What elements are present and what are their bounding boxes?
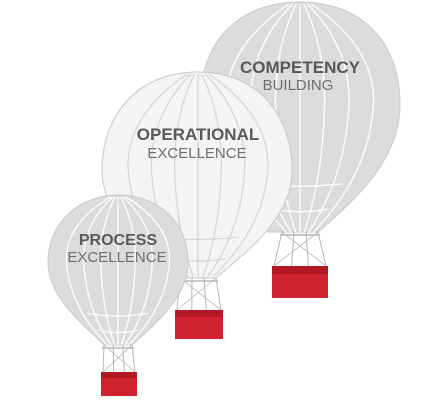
rope-line (122, 344, 125, 373)
rope-line (273, 231, 283, 267)
basket-operational (175, 310, 223, 339)
gore-line (100, 196, 116, 346)
basket-body-operational (175, 317, 223, 339)
rope-line (281, 231, 327, 267)
gore-line (125, 196, 171, 346)
balloon-title-competency: COMPETENCY (240, 58, 361, 77)
seam-line (87, 312, 149, 317)
balloon-process-excellence: PROCESS EXCELLENCE (47, 194, 189, 396)
rope-line (131, 344, 136, 373)
balloon-subtitle-competency: BUILDING (263, 77, 334, 94)
rope-line (103, 344, 136, 373)
rope-line (102, 344, 133, 373)
basket-top-operational (175, 310, 223, 319)
balloon-ropes-process (102, 344, 136, 373)
balloon-title-operational: OPERATIONAL (137, 125, 259, 144)
gore-line (310, 3, 375, 233)
basket-body-competency (272, 274, 328, 298)
gore-line (65, 196, 111, 346)
gore-line (204, 73, 246, 279)
rope-line (305, 231, 309, 267)
basket-process (101, 372, 137, 396)
gore-line (120, 196, 136, 346)
gore-line (200, 73, 222, 279)
gore-line (83, 196, 114, 346)
rope-line (291, 231, 295, 267)
basket-top-competency (272, 266, 328, 276)
basket-body-process (101, 378, 137, 396)
gore-line (307, 3, 350, 233)
gore-line (208, 73, 269, 279)
basket-top-process (101, 372, 137, 380)
rope-line (102, 344, 105, 373)
rope-line (203, 277, 207, 311)
balloon-subtitle-operational: EXCELLENCE (147, 145, 246, 162)
rope-line (317, 231, 327, 267)
rope-line (179, 277, 222, 311)
balloon-gores-process (65, 196, 171, 346)
seam-line (96, 329, 140, 334)
gore-line (122, 196, 153, 346)
balloon-title-process: PROCESS (79, 232, 158, 249)
balloon-ropes-competency (273, 231, 327, 267)
rope-line (273, 231, 319, 267)
gore-line (303, 3, 326, 233)
rope-line (215, 277, 222, 311)
rope-line (176, 277, 217, 311)
basket-competency (272, 266, 328, 298)
balloon-subtitle-process: EXCELLENCE (67, 249, 166, 266)
